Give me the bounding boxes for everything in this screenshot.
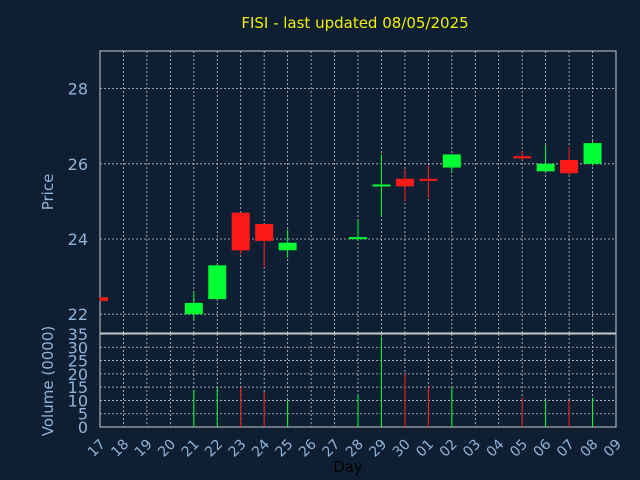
volume-axis-label: Volume (0000) (39, 326, 57, 436)
candle (231, 212, 250, 255)
x-tick-label: 24 (249, 436, 273, 460)
x-tick-label: 08 (577, 437, 601, 461)
candle (419, 165, 438, 198)
candle (536, 145, 555, 172)
x-tick-label: 22 (202, 437, 226, 461)
candle (255, 223, 274, 268)
volume-tick-label: 10 (68, 391, 88, 410)
candle-body (513, 156, 532, 159)
candle-body (255, 223, 274, 241)
x-tick-label: 18 (108, 437, 132, 461)
x-tick-label: 09 (601, 437, 625, 461)
price-axis-label: Price (39, 174, 57, 211)
candle (99, 297, 108, 302)
x-axis-label: Day (333, 458, 363, 476)
candle-body (560, 160, 579, 174)
x-tick-label: 04 (484, 436, 508, 460)
x-tick-label: 05 (507, 437, 531, 461)
candle-body (278, 242, 297, 251)
chart-title: FISI - last updated 08/05/2025 (241, 14, 469, 32)
candle (278, 229, 297, 258)
x-tick-label: 03 (460, 437, 484, 461)
x-tick-label: 20 (155, 437, 179, 461)
candle-body (100, 297, 108, 302)
candle-body (349, 237, 367, 240)
x-tick-label: 17 (85, 437, 109, 461)
volume-tick-label: 15 (68, 378, 88, 397)
volume-tick-label: 20 (68, 365, 88, 384)
candle-body (442, 154, 461, 168)
candle (583, 141, 602, 166)
candle (395, 169, 414, 202)
candle (372, 154, 391, 217)
x-tick-label: 29 (366, 437, 390, 461)
x-tick-label: 27 (319, 437, 343, 461)
candle (560, 146, 579, 176)
candle-body (536, 163, 555, 172)
volume-tick-label: 0 (78, 418, 88, 437)
x-tick-label: 07 (554, 437, 578, 461)
x-tick-label: 19 (132, 437, 156, 461)
candle-body (583, 143, 602, 164)
volume-tick-label: 35 (68, 325, 88, 344)
candle (513, 150, 532, 161)
x-tick-label: 01 (413, 437, 437, 461)
candle-body (419, 178, 438, 181)
x-axis: 17 18 19 20 21 22 23 24 25 26 27 28 29 30 01 02 03 04 05 06… (85, 436, 625, 460)
candle (349, 220, 367, 241)
volume-tick-label: 30 (68, 338, 88, 357)
candle (184, 291, 203, 320)
price-tick-label: 24 (68, 230, 88, 249)
x-tick-label: 30 (390, 437, 414, 461)
candle-body (395, 178, 414, 187)
candle-body (372, 184, 391, 187)
x-tick-label: 02 (437, 437, 461, 461)
x-tick-label: 21 (179, 437, 203, 461)
x-tick-label: 06 (531, 436, 555, 460)
candle-body (208, 265, 227, 300)
candle (208, 265, 227, 300)
x-tick-label: 26 (296, 436, 320, 460)
price-tick-label: 26 (68, 155, 88, 174)
volume-tick-label: 25 (68, 352, 88, 371)
candle-body (231, 212, 250, 251)
candle-body (184, 302, 203, 315)
price-tick-label: 28 (68, 80, 88, 99)
price-tick-label: 22 (68, 305, 88, 324)
volume-tick-label: 5 (78, 405, 88, 424)
price-panel: 22 24 26 28 (68, 50, 617, 334)
x-tick-label: 25 (273, 437, 297, 461)
x-tick-label: 28 (343, 437, 367, 461)
candle (442, 154, 461, 172)
x-tick-label: 23 (226, 437, 250, 461)
